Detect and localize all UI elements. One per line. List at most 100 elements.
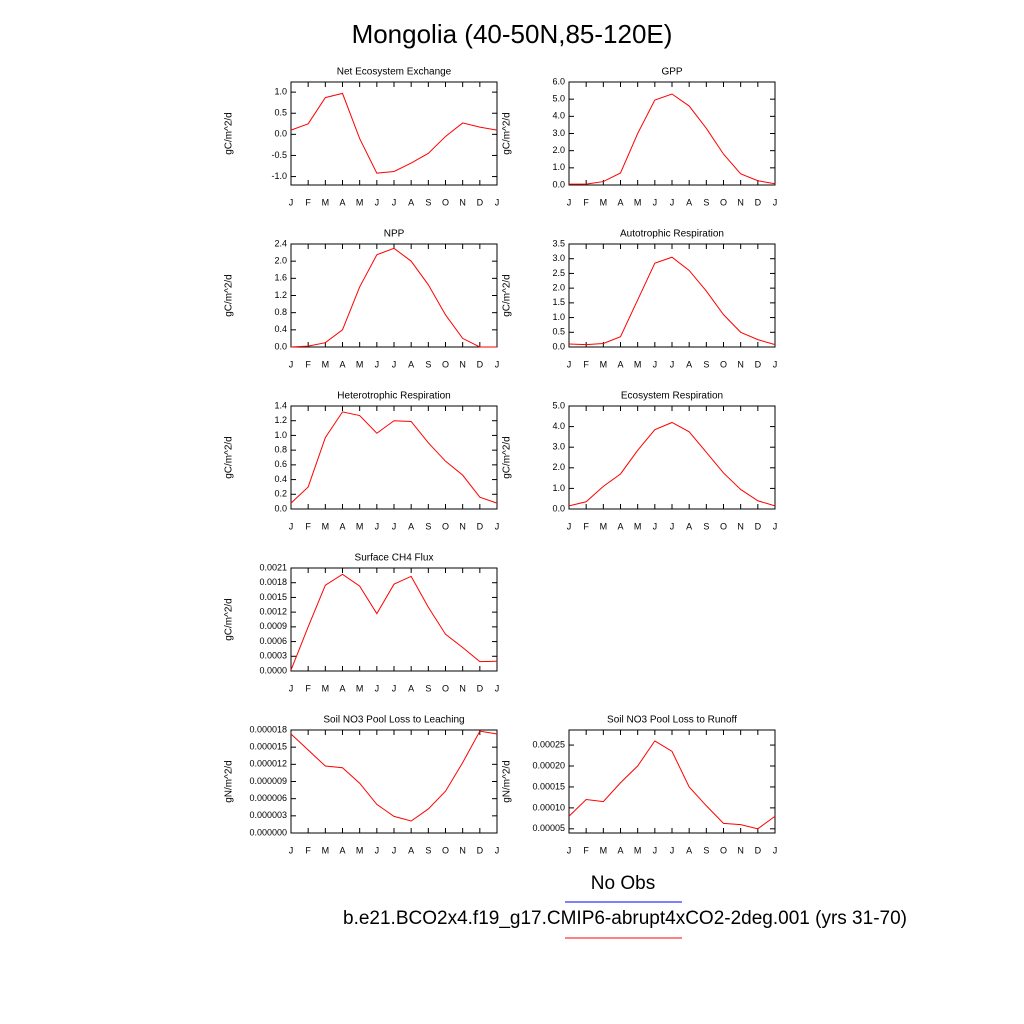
y-tick-label: 0.000015 [249,742,287,752]
x-tick-label: D [755,521,762,531]
data-line [568,740,776,830]
plot-frame [568,729,776,834]
x-tick-label: M [634,359,642,369]
y-tick-label: 1.0 [274,87,287,97]
y-tick-label: 0.000018 [249,724,287,734]
y-tick-label: 0.0 [274,503,287,513]
y-tick-label: 0.0006 [259,636,287,646]
x-tick-label: A [686,845,692,855]
y-tick-label: 2.0 [274,256,287,266]
x-tick-label: A [617,197,623,207]
y-tick-label: 4.0 [552,421,565,431]
y-tick-label: 0.4 [274,324,287,334]
x-tick-label: A [408,197,414,207]
plot-frame [290,81,498,186]
x-tick-label: M [322,521,330,531]
x-tick-label: J [670,197,675,207]
y-tick-label: 0.0000 [259,665,287,675]
y-tick-label: 6.0 [552,76,565,86]
y-tick-label: -0.5 [271,150,287,160]
x-tick-label: F [305,683,311,693]
x-tick-label: S [703,197,709,207]
y-tick-label: 1.5 [552,297,565,307]
x-tick-label: A [617,521,623,531]
panel-title: Net Ecosystem Exchange [337,67,452,78]
y-tick-label: 0.000000 [249,827,287,837]
legend-label: No Obs [591,873,655,894]
x-tick-label: N [459,521,466,531]
y-tick-label: 0.0018 [259,577,287,587]
y-axis-label: gC/m^2/d [502,274,513,317]
x-tick-label: A [408,521,414,531]
x-tick-label: O [720,359,727,369]
x-tick-label: S [703,359,709,369]
x-tick-label: A [408,845,414,855]
x-tick-label: M [356,197,364,207]
y-tick-label: 2.5 [552,268,565,278]
y-axis-label: gC/m^2/d [224,274,235,317]
x-tick-label: A [617,845,623,855]
y-tick-label: 2.0 [552,283,565,293]
x-tick-label: F [305,197,311,207]
x-tick-label: A [339,845,345,855]
x-tick-label: O [442,845,449,855]
y-axis-label: gC/m^2/d [224,112,235,155]
panel-title: Ecosystem Respiration [621,391,723,402]
x-tick-label: J [653,359,658,369]
y-tick-label: 0.0 [552,179,565,189]
x-tick-label: N [737,845,744,855]
x-tick-label: A [617,359,623,369]
x-tick-label: A [686,521,692,531]
plot-frame [568,243,776,348]
x-tick-label: M [356,521,364,531]
y-tick-label: 1.4 [274,400,287,410]
plot-frame [290,567,498,672]
x-tick-label: A [339,359,345,369]
x-tick-label: A [339,197,345,207]
y-tick-label: 2.4 [274,238,287,248]
x-tick-label: J [670,521,675,531]
x-tick-label: J [289,521,294,531]
panel-title: Soil NO3 Pool Loss to Runoff [607,715,737,726]
x-tick-label: D [477,845,484,855]
x-tick-label: M [322,197,330,207]
x-tick-label: J [375,521,380,531]
x-tick-label: J [289,359,294,369]
plot-frame [290,243,498,348]
y-tick-label: 2.0 [552,145,565,155]
y-tick-label: 3.5 [552,238,565,248]
x-tick-label: N [459,683,466,693]
x-tick-label: S [425,521,431,531]
y-tick-label: 0.0009 [259,621,287,631]
y-tick-label: 0.000003 [249,810,287,820]
x-tick-label: J [495,521,500,531]
x-tick-label: J [653,521,658,531]
x-tick-label: J [495,359,500,369]
plot-frame [290,729,498,834]
x-tick-label: A [339,521,345,531]
y-tick-label: 1.2 [274,290,287,300]
x-tick-label: J [392,845,397,855]
y-tick-label: 0.00005 [532,823,565,833]
x-tick-label: S [425,197,431,207]
x-tick-label: O [442,521,449,531]
x-tick-label: F [305,521,311,531]
x-tick-label: M [356,845,364,855]
panel-title: GPP [661,67,682,78]
y-tick-label: 0.000012 [249,759,287,769]
x-tick-label: J [567,359,572,369]
y-tick-label: 2.0 [552,462,565,472]
y-tick-label: 1.0 [274,430,287,440]
x-tick-label: M [356,683,364,693]
x-tick-label: J [289,845,294,855]
x-tick-label: J [773,359,778,369]
plot-frame [290,405,498,510]
y-tick-label: 5.0 [552,400,565,410]
x-tick-label: A [686,197,692,207]
x-tick-label: O [442,197,449,207]
x-tick-label: A [408,359,414,369]
data-line [290,92,498,174]
y-tick-label: 0.00025 [532,739,565,749]
x-tick-label: F [305,845,311,855]
y-tick-label: 0.00020 [532,760,565,770]
